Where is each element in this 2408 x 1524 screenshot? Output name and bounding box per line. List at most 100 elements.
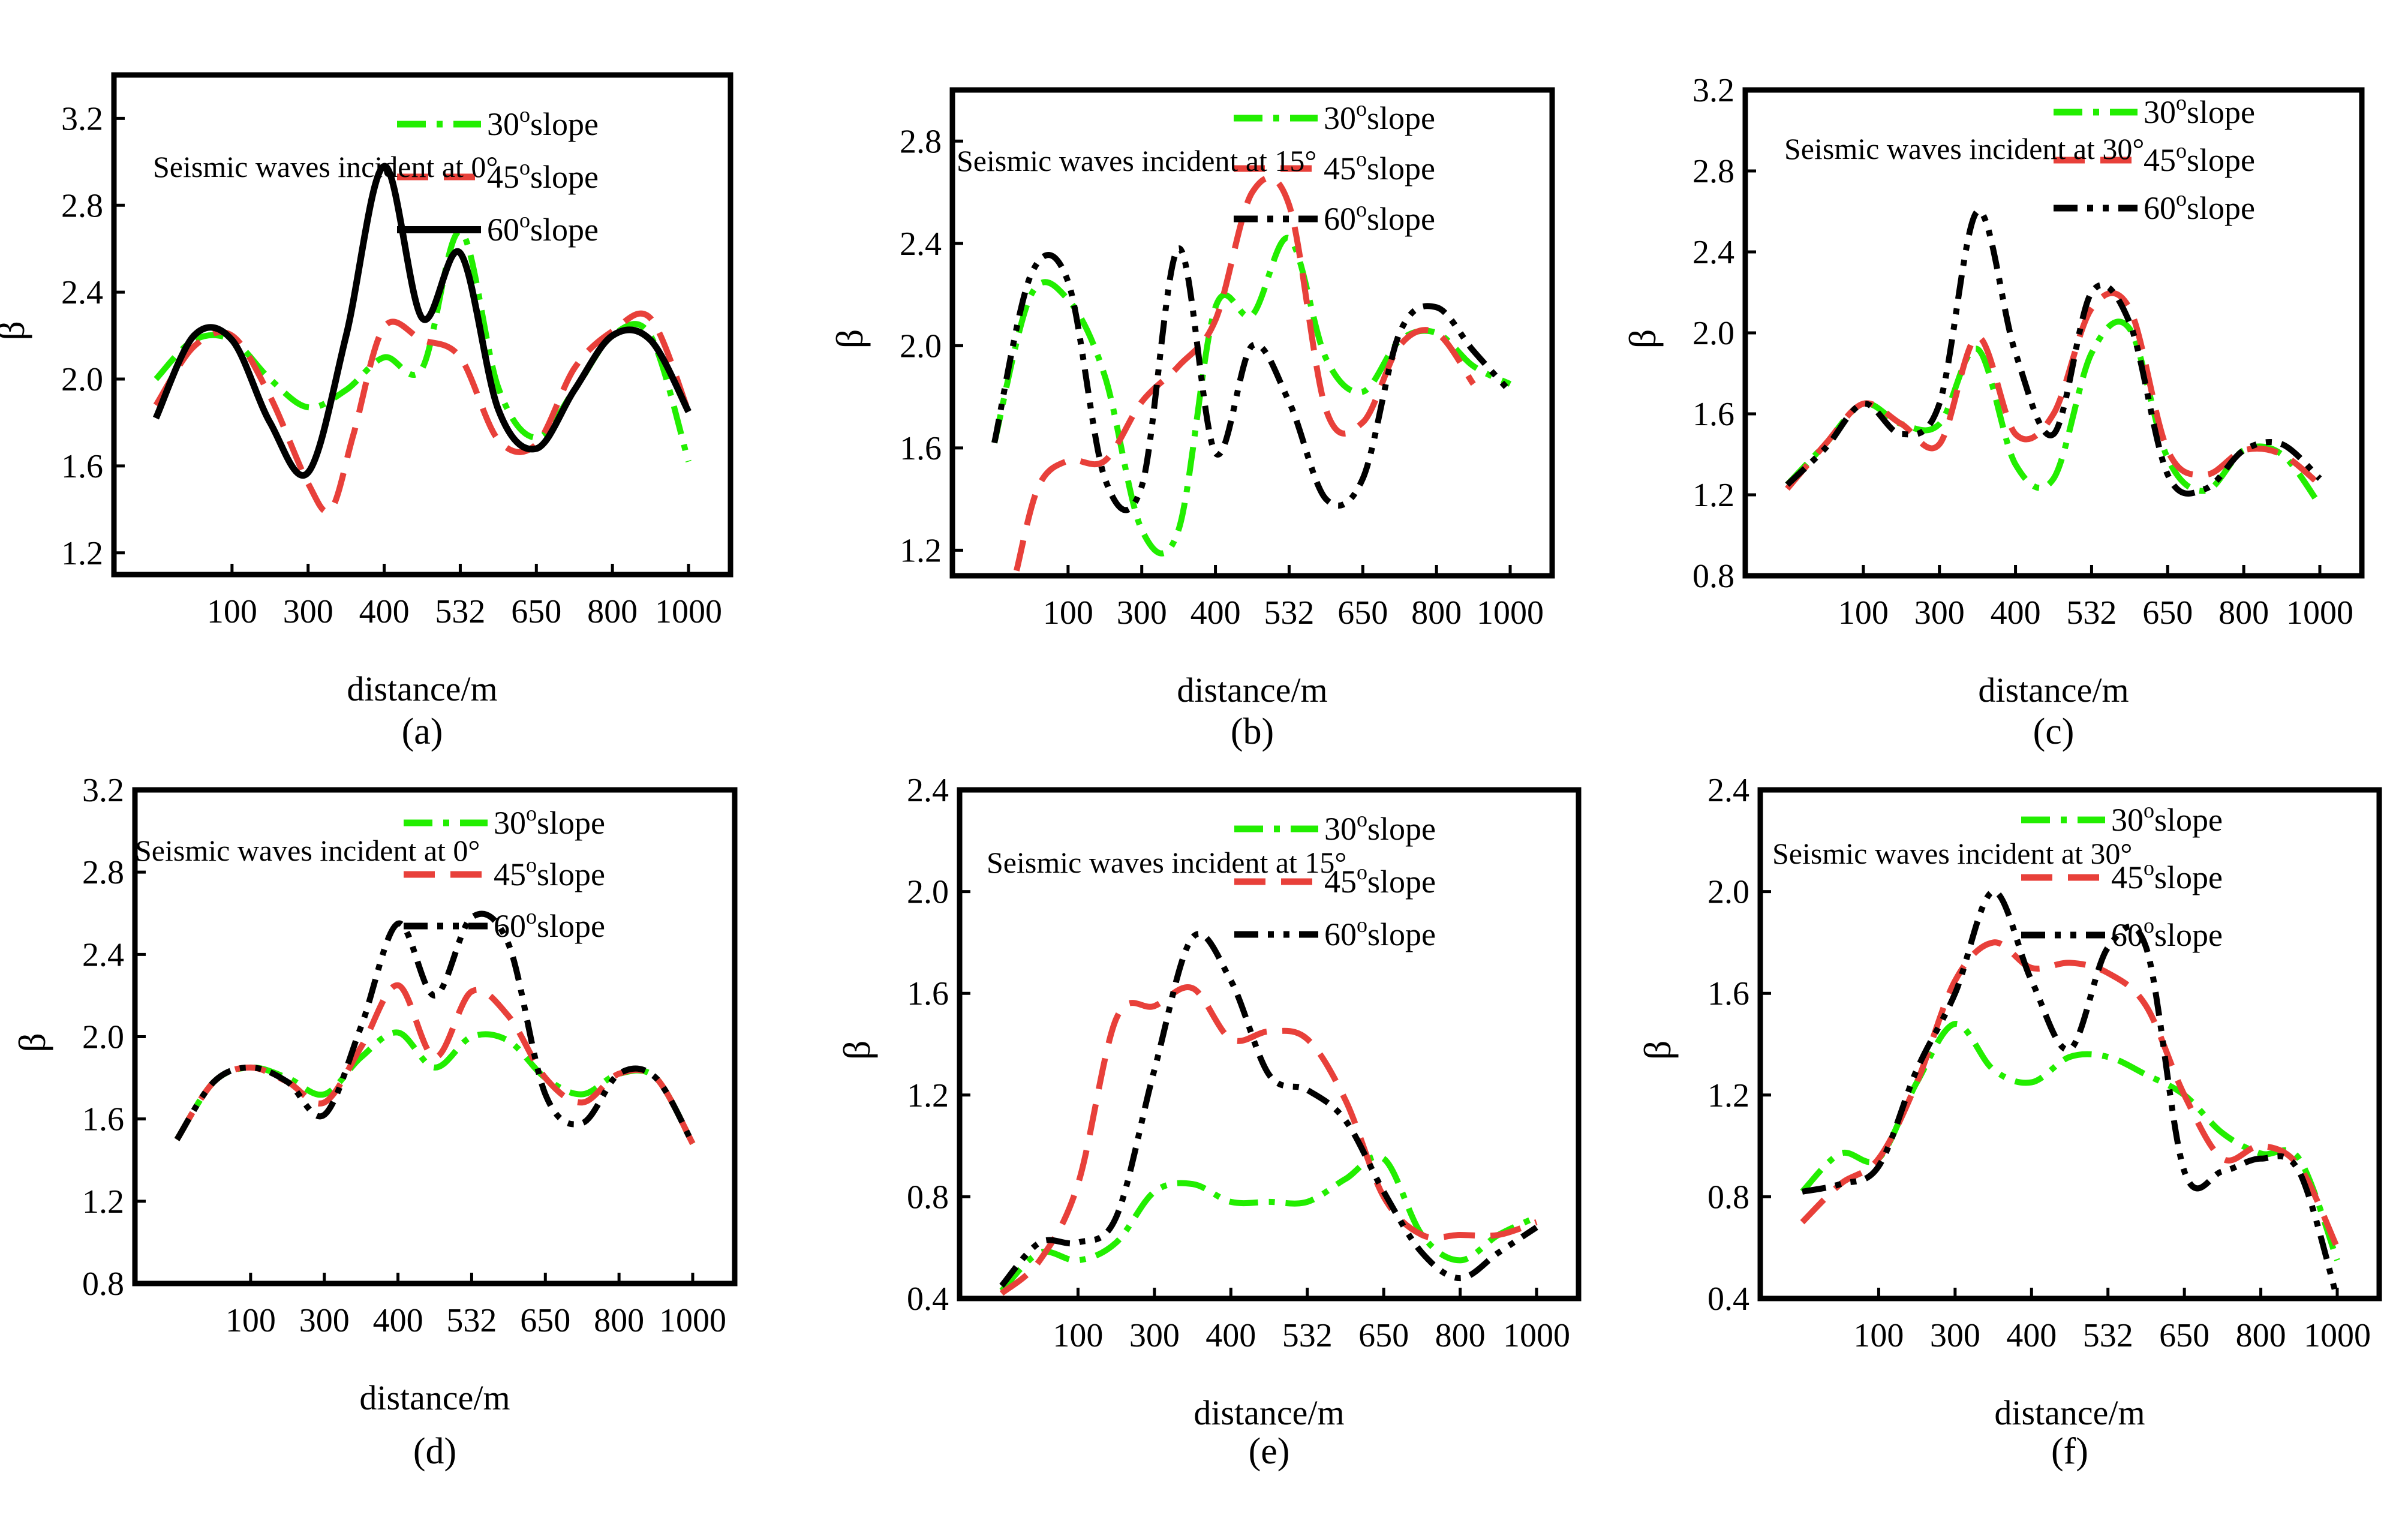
x-tick-label: 300 [283,593,333,630]
y-tick-label: 2.4 [907,772,949,809]
x-axis-label: distance/m [347,669,497,708]
x-tick-label: 532 [2066,594,2117,632]
y-tick-label: 1.6 [900,430,942,467]
legend-entry: 45oslope [1324,860,1436,900]
series-line-45-slope [153,310,692,515]
legend-angle: 60 [494,908,526,944]
x-tick-label: 100 [1838,594,1889,632]
y-tick-label: 0.4 [1707,1280,1749,1318]
legend-angle: 60 [2144,190,2176,226]
x-tick-label: 800 [587,593,638,630]
legend-degree-mark: o [2144,856,2154,880]
y-tick-label: 1.2 [1707,1077,1749,1114]
legend-angle: 45 [494,856,526,892]
legend-degree-mark: o [2176,91,2187,115]
chart-panel-d: 0.8 1.2 1.6 2.0 2.4 2.8 3.2 100 300 400 532 650 800 1… [11,772,738,1472]
incidence-annotation: Seismic waves incident at 0° [153,150,498,184]
legend-suffix: slope [2187,190,2255,226]
legend-entry: 60oslope [1324,913,1436,952]
legend-entry: 45oslope [487,155,599,195]
legend-suffix: slope [1367,151,1435,187]
y-tick-label: 1.2 [61,535,103,572]
y-axis-label: β [1621,329,1664,349]
legend-angle: 30 [1324,100,1356,136]
legend-suffix: slope [537,856,605,892]
panel-label: (f) [2051,1431,2088,1472]
legend-suffix: slope [530,212,599,248]
x-tick-label: 650 [2142,594,2193,632]
y-tick-label: 2.4 [82,936,124,973]
chart-panel-b: 1.2 1.6 2.0 2.4 2.8 100 300 400 532 650 800 1000 dis… [828,87,1555,752]
legend-entry: 60oslope [494,904,605,944]
y-tick-label: 1.2 [900,532,942,569]
y-tick-label: 2.0 [61,361,103,398]
series-line-60-slope [999,931,1538,1288]
chart-panel-f: 0.4 0.8 1.2 1.6 2.0 2.4 100 300 400 532 650 800 1000… [1636,772,2382,1472]
plot-frame [957,787,1582,1301]
series-line-45-slope [174,982,696,1146]
legend-degree-mark: o [1357,807,1367,831]
y-tick-label: 2.4 [61,274,103,311]
series-line-45-slope [999,984,1538,1296]
x-tick-label: 100 [1043,594,1093,632]
legend-angle: 60 [1324,916,1357,952]
x-axis-label: distance/m [1177,671,1327,710]
y-tick-label: 0.8 [1707,1179,1749,1216]
x-tick-label: 532 [2083,1317,2133,1354]
series-line-30-slope [174,1029,696,1146]
legend-entry: 30oslope [1324,807,1436,847]
legend-entry: 30oslope [494,801,605,841]
incidence-annotation: Seismic waves incident at 30° [1784,132,2144,166]
x-tick-label: 650 [1337,594,1388,632]
legend-entry: 45oslope [494,853,605,892]
legend-suffix: slope [2154,917,2223,953]
y-tick-label: 1.2 [1692,477,1734,514]
panel-label: (c) [2033,711,2075,752]
series-line-60-slope [1785,208,2322,497]
x-tick-label: 300 [1930,1317,1980,1354]
legend-angle: 45 [1324,864,1357,900]
x-axis-label: distance/m [1194,1393,1344,1432]
x-tick-label: 300 [1117,594,1167,632]
y-tick-label: 2.0 [82,1019,124,1056]
x-tick-label: 800 [1411,594,1462,632]
legend-entry: 30oslope [487,103,599,142]
series-line-30-slope [1800,1021,2340,1262]
x-tick-label: 650 [511,593,561,630]
series-line-30-slope [999,1153,1538,1293]
y-tick-label: 2.4 [1707,772,1749,809]
plot-frame [1757,787,2382,1301]
legend-suffix: slope [1367,201,1435,237]
y-tick-label: 2.8 [82,854,124,891]
legend-suffix: slope [530,159,599,195]
legend-degree-mark: o [1357,913,1367,937]
x-axis-label: distance/m [1994,1393,2145,1432]
legend-degree-mark: o [519,103,530,127]
y-tick-label: 1.6 [61,448,103,485]
x-tick-label: 400 [1991,594,2041,632]
legend-degree-mark: o [526,904,537,928]
legend-angle: 30 [494,805,526,841]
legend-suffix: slope [2154,802,2223,838]
legend-suffix: slope [1367,916,1436,952]
legend-degree-mark: o [2176,187,2187,211]
x-tick-label: 800 [1435,1317,1486,1354]
legend-angle: 45 [1324,151,1356,187]
legend-angle: 30 [487,106,519,142]
plot-frame [949,87,1555,579]
y-axis-label: β [1636,1041,1679,1060]
legend-entry: 60oslope [487,208,599,248]
y-tick-label: 3.2 [61,100,103,137]
x-tick-label: 400 [359,593,410,630]
y-tick-label: 1.6 [1707,975,1749,1012]
x-tick-label: 300 [1129,1317,1180,1354]
legend-suffix: slope [537,908,605,944]
x-tick-label: 1000 [2286,594,2353,632]
legend-suffix: slope [1367,811,1436,847]
legend-degree-mark: o [1356,97,1367,121]
legend-angle: 45 [2144,142,2176,178]
legend-degree-mark: o [1357,860,1367,884]
legend-entry: 45oslope [2111,856,2223,895]
legend-degree-mark: o [526,801,537,825]
x-tick-label: 1000 [655,593,722,630]
